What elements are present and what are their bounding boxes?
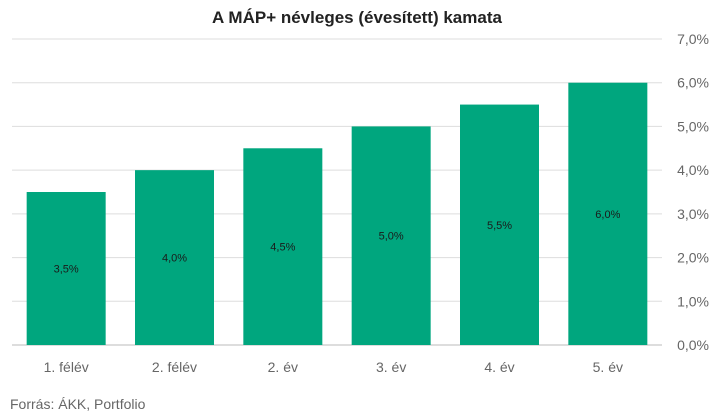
x-tick-label: 4. év	[484, 359, 514, 375]
bar	[26, 192, 106, 345]
x-tick-label: 2. év	[268, 359, 298, 375]
x-tick-label: 1. félév	[44, 359, 89, 375]
y-tick-label: 5,0%	[677, 118, 709, 134]
y-tick-label: 2,0%	[677, 250, 709, 266]
data-label: 4,0%	[162, 253, 187, 265]
y-axis-ticks: 0,0% 1,0% 2,0% 3,0% 4,0% 5,0% 6,0% 7,0%	[677, 31, 709, 353]
data-label: 5,5%	[487, 220, 512, 232]
bar	[568, 82, 648, 345]
data-label: 6,0%	[595, 209, 620, 221]
y-tick-label: 1,0%	[677, 293, 709, 309]
x-tick-label: 2. félév	[152, 359, 197, 375]
bars	[26, 82, 648, 345]
y-tick-label: 6,0%	[677, 75, 709, 91]
bar	[243, 148, 323, 345]
data-label: 4,5%	[270, 242, 295, 254]
bar	[351, 126, 431, 345]
y-tick-label: 3,0%	[677, 206, 709, 222]
x-axis-ticks: 1. félév 2. félév 2. év 3. év 4. év 5. év	[44, 359, 623, 375]
x-tick-label: 5. év	[593, 359, 623, 375]
source-note: Forrás: ÁKK, Portfolio	[10, 396, 146, 412]
bar	[135, 170, 214, 345]
y-tick-label: 4,0%	[677, 162, 709, 178]
bar	[460, 104, 539, 345]
data-label: 5,0%	[379, 231, 404, 243]
data-label: 3,5%	[54, 264, 79, 276]
y-tick-label: 0,0%	[677, 337, 709, 353]
x-tick-label: 3. év	[376, 359, 406, 375]
y-tick-label: 7,0%	[677, 31, 709, 47]
gridlines	[12, 38, 662, 346]
data-labels: 3,5% 4,0% 4,5% 5,0% 5,5% 6,0%	[54, 209, 621, 276]
chart-title: A MÁP+ névleges (évesített) kamata	[212, 8, 502, 27]
